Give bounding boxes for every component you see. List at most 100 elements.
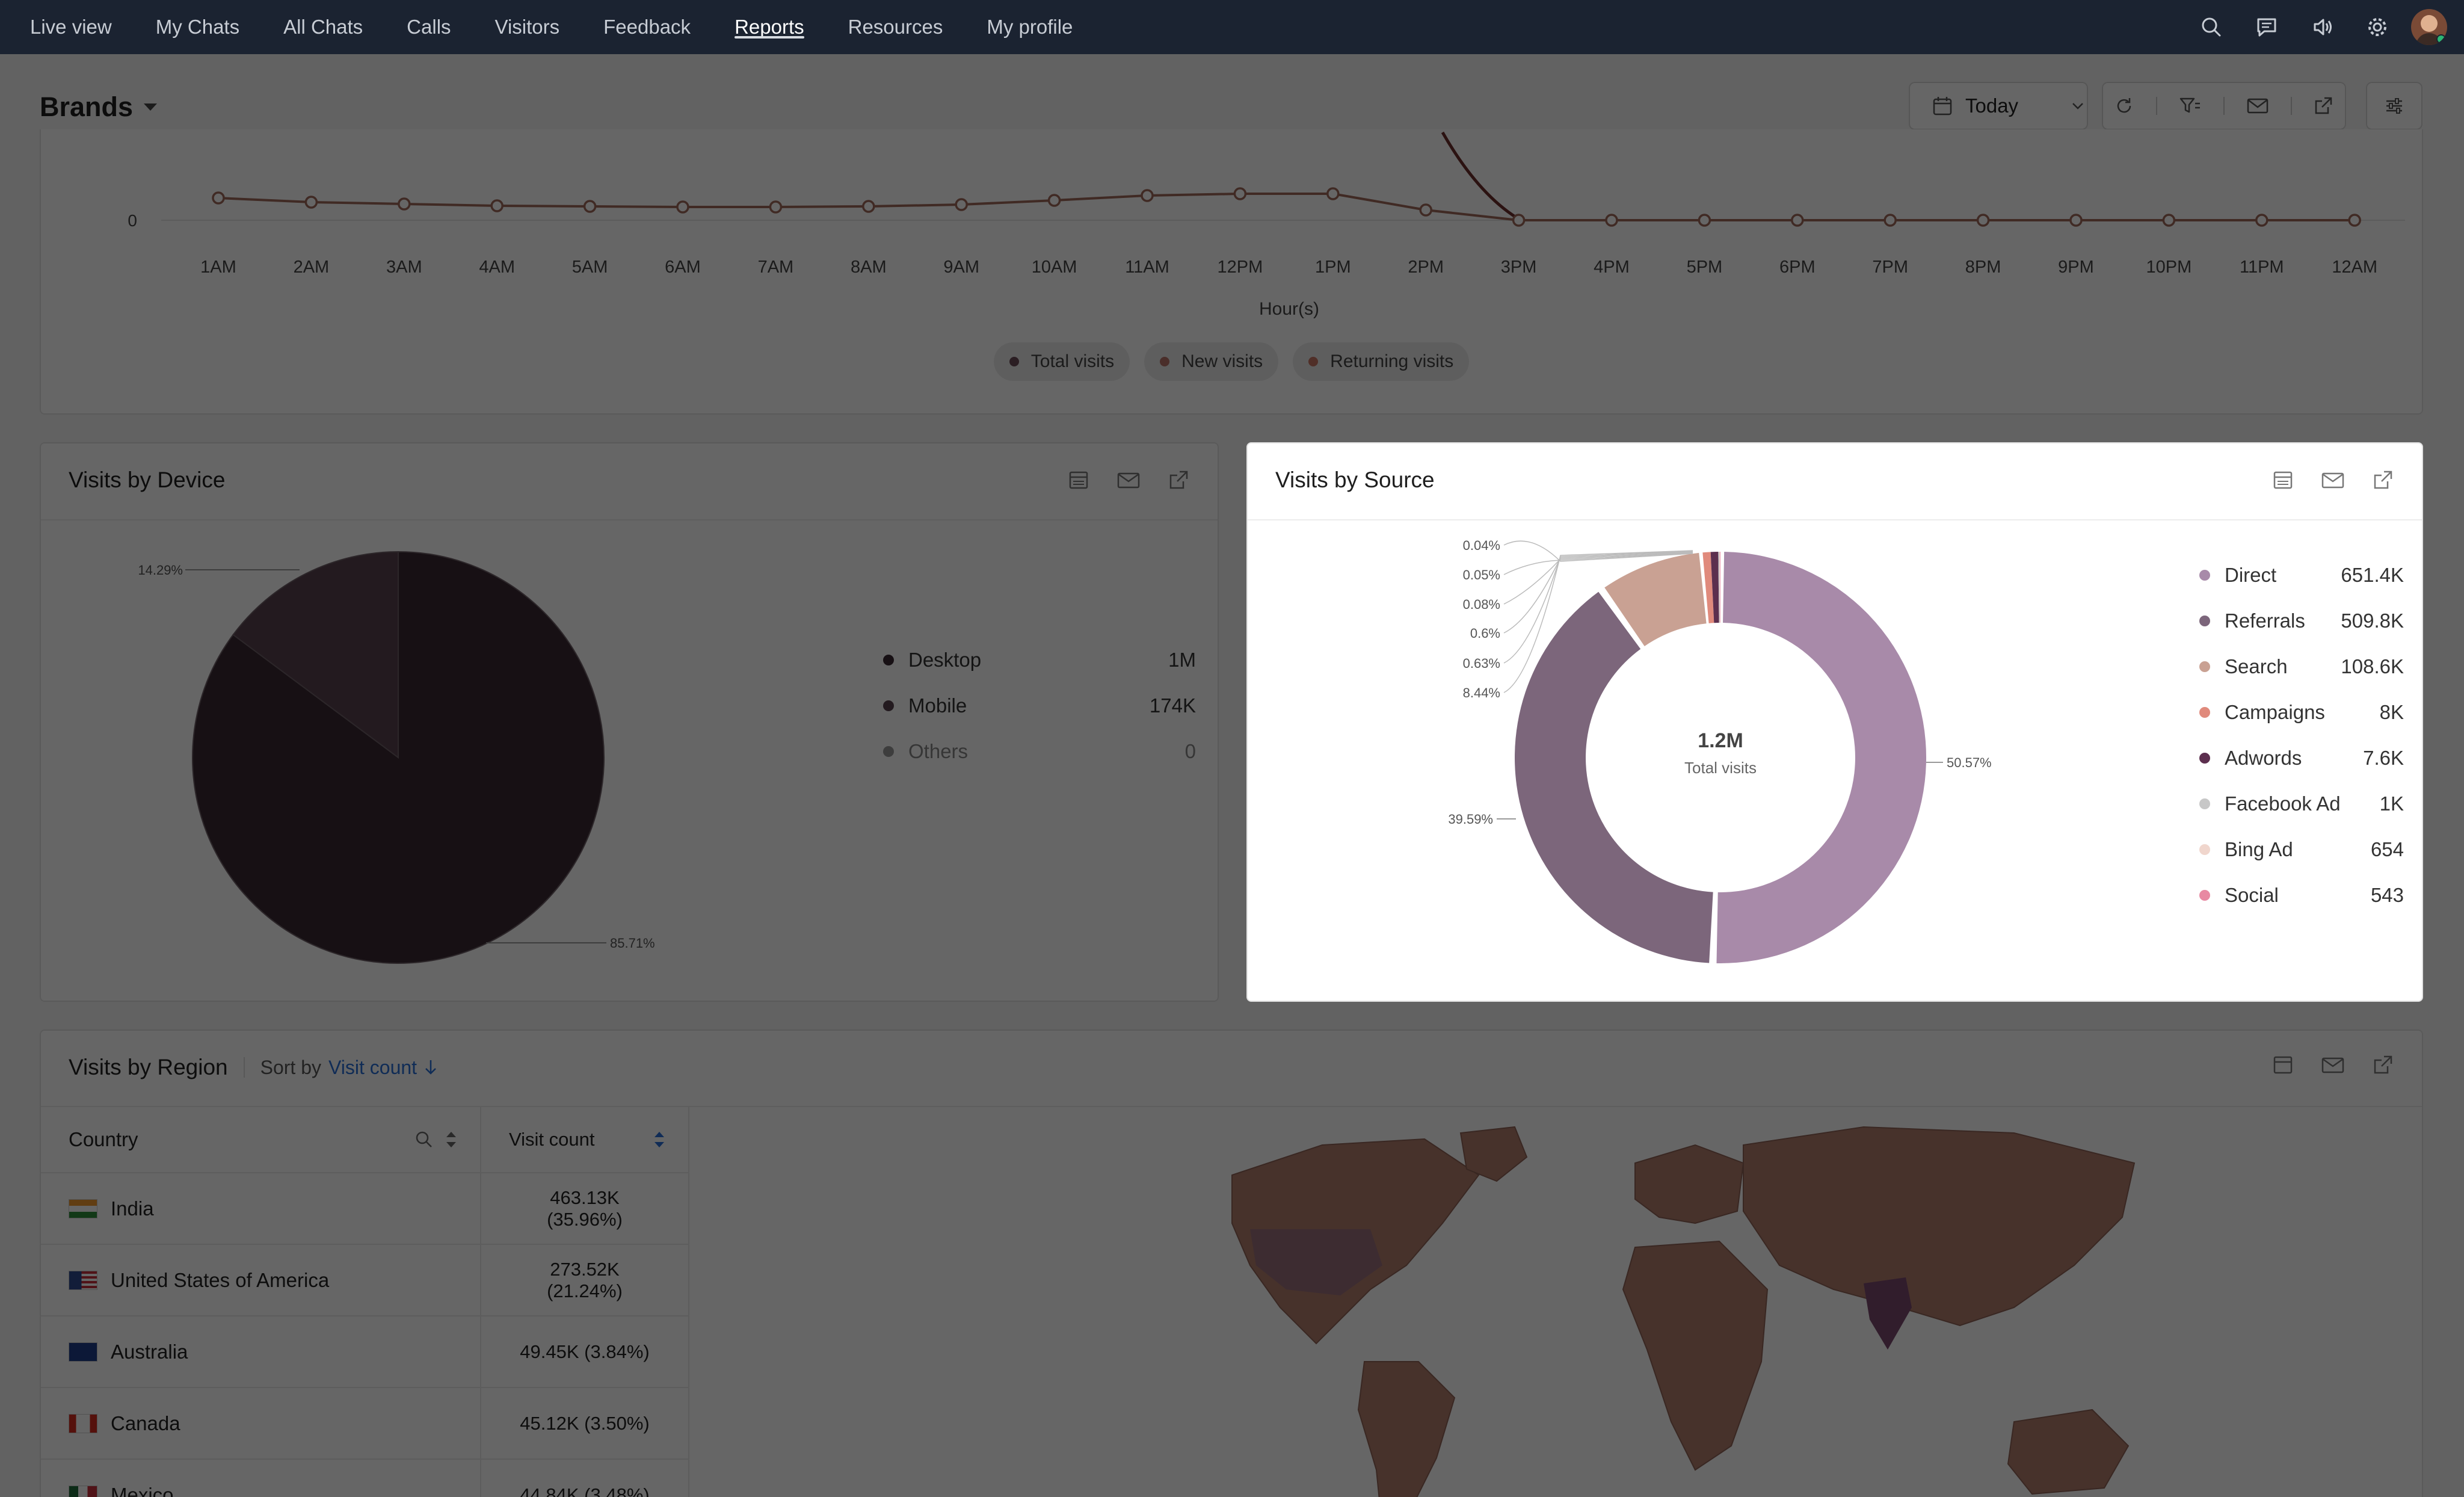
country-column-header[interactable]: Country [41,1107,481,1172]
brand-selector[interactable]: Brands [40,91,158,123]
legend-value: 174K [1149,694,1196,717]
mail-icon[interactable] [2246,95,2270,117]
legend-dot [2199,844,2210,855]
card-actions [2272,1054,2394,1076]
external-link-icon[interactable] [1167,469,1190,492]
legend-value: 7.6K [2363,747,2404,769]
legend-item-others[interactable]: Others 0 [883,729,1196,774]
x-axis-tick-label: 10PM [2146,258,2192,277]
legend-item-adwords[interactable]: Adwords 7.6K [2199,735,2404,781]
legend-item-mobile[interactable]: Mobile 174K [883,683,1196,729]
data-point [676,200,689,214]
hourly-visits-line-chart: 0 1AM 2AM 3AM 4AM 5AM 6AM 7AM 8AM 9AM 10AM 11AM 12PM… [128,131,2405,319]
country-cell: Mexico [41,1460,481,1497]
date-filter-dropdown[interactable]: Today [1909,82,2088,130]
table-view-icon[interactable] [2272,1054,2294,1076]
donut-slice-direct[interactable] [1716,552,1927,964]
x-axis-tick-label: 8PM [1965,258,2001,277]
legend-label: Total visits [1030,351,1115,371]
legend-dot [1308,357,1319,366]
refresh-icon[interactable] [2113,95,2135,117]
card-title: Visits by Device [69,468,226,492]
mail-icon[interactable] [2321,469,2345,492]
table-row[interactable]: Canada 45.12K (3.50%) [41,1388,689,1460]
legend-item-campaigns[interactable]: Campaigns 8K [2199,690,2404,735]
data-point [1233,187,1247,200]
chevron-down-icon [2072,103,2083,110]
data-point [490,199,504,212]
report-actions-group [2102,82,2346,130]
sort-icon[interactable] [652,1128,667,1151]
external-link-icon[interactable] [2312,95,2334,117]
legend-dot [2199,798,2210,809]
legend-dot [883,655,894,665]
table-row[interactable]: United States of America 273.52K (21.24%) [41,1245,689,1316]
legend-item-referrals[interactable]: Referrals 509.8K [2199,598,2404,644]
source-donut-chart: 1.2M Total visits 50.57% 39.59% 8.44% 0.63%… [1448,538,1992,964]
search-icon[interactable] [414,1129,434,1150]
legend-item-bing-ad[interactable]: Bing Ad 654 [2199,827,2404,872]
data-point [1976,214,1990,227]
legend-label: Others [908,740,969,762]
visit-count-column-header[interactable]: Visit count [481,1107,689,1172]
filter-icon[interactable] [2178,95,2202,117]
legend-item-returning-visits[interactable]: Returning visits [1293,342,1470,381]
legend-item-new-visits[interactable]: New visits [1144,342,1279,381]
legend-item-social[interactable]: Social 543 [2199,872,2404,918]
gear-icon[interactable] [2350,0,2405,54]
sort-field-dropdown[interactable]: Visit count [328,1057,439,1079]
mail-icon[interactable] [2321,1054,2345,1076]
map-india [1864,1277,1912,1350]
world-map[interactable] [721,1109,2345,1497]
visit-count-value: 463.13K [550,1187,620,1208]
x-axis-tick-label: 11AM [1125,258,1169,277]
country-cell: United States of America [41,1245,481,1315]
table-view-icon[interactable] [2272,469,2294,492]
external-link-icon[interactable] [2371,469,2394,492]
sort-by-label: Sort by [260,1056,321,1078]
speaker-icon[interactable] [2294,0,2350,54]
search-icon[interactable] [2184,0,2239,54]
legend-item-direct[interactable]: Direct 651.4K [2199,552,2404,598]
table-row[interactable]: Mexico 44.84K (3.48%) [41,1460,689,1497]
visits-by-region-card: Visits by Region Sort by Visit count Cou… [40,1029,2423,1497]
tab-visitors[interactable]: Visitors [494,16,560,38]
brand-selector-label: Brands [40,91,134,122]
table-header-row: Country Visit count [41,1107,689,1173]
table-row[interactable]: Australia 49.45K (3.84%) [41,1316,689,1388]
table-view-icon[interactable] [1067,469,1090,492]
legend-label: Direct [2225,564,2277,586]
tab-all-chats[interactable]: All Chats [283,16,363,38]
tab-reports[interactable]: Reports [735,0,804,54]
chat-icon[interactable] [2239,0,2294,54]
table-row[interactable]: India 463.13K (35.96%) [41,1173,689,1245]
legend-dot [2199,890,2210,901]
tab-calls[interactable]: Calls [407,16,451,38]
tab-resources[interactable]: Resources [848,16,943,38]
legend-item-desktop[interactable]: Desktop 1M [883,637,1196,683]
tab-feedback[interactable]: Feedback [603,16,691,38]
sort-icon[interactable] [444,1128,458,1151]
tab-my-profile[interactable]: My profile [987,16,1073,38]
divider [2156,97,2158,115]
donut-slice-referrals[interactable] [1515,591,1713,963]
mail-icon[interactable] [1116,469,1141,492]
data-point [1512,214,1526,227]
hourly-visits-card: 0 1AM 2AM 3AM 4AM 5AM 6AM 7AM 8AM 9AM 10AM 11AM 12PM… [40,129,2423,415]
legend-item-facebook-ad[interactable]: Facebook Ad 1K [2199,781,2404,827]
legend-item-search[interactable]: Search 108.6K [2199,644,2404,690]
canada-flag-icon [69,1413,97,1433]
legend-item-total-visits[interactable]: Total visits [993,342,1130,381]
user-avatar[interactable] [2411,9,2447,45]
data-point [1791,214,1804,227]
visit-count-cell: 463.13K (35.96%) [481,1173,689,1244]
tab-live-view[interactable]: Live view [30,16,112,38]
external-link-icon[interactable] [2371,1054,2394,1076]
tab-my-chats[interactable]: My Chats [155,16,240,38]
slice-percent-label: 0.6% [1470,626,1500,641]
customize-button[interactable] [2366,82,2422,130]
sliders-icon [2386,98,2402,114]
visit-count-value: 45.12K [520,1412,579,1434]
chart-legend: Total visits New visits Returning visits [41,342,2422,381]
legend-value: 651.4K [2341,564,2404,586]
